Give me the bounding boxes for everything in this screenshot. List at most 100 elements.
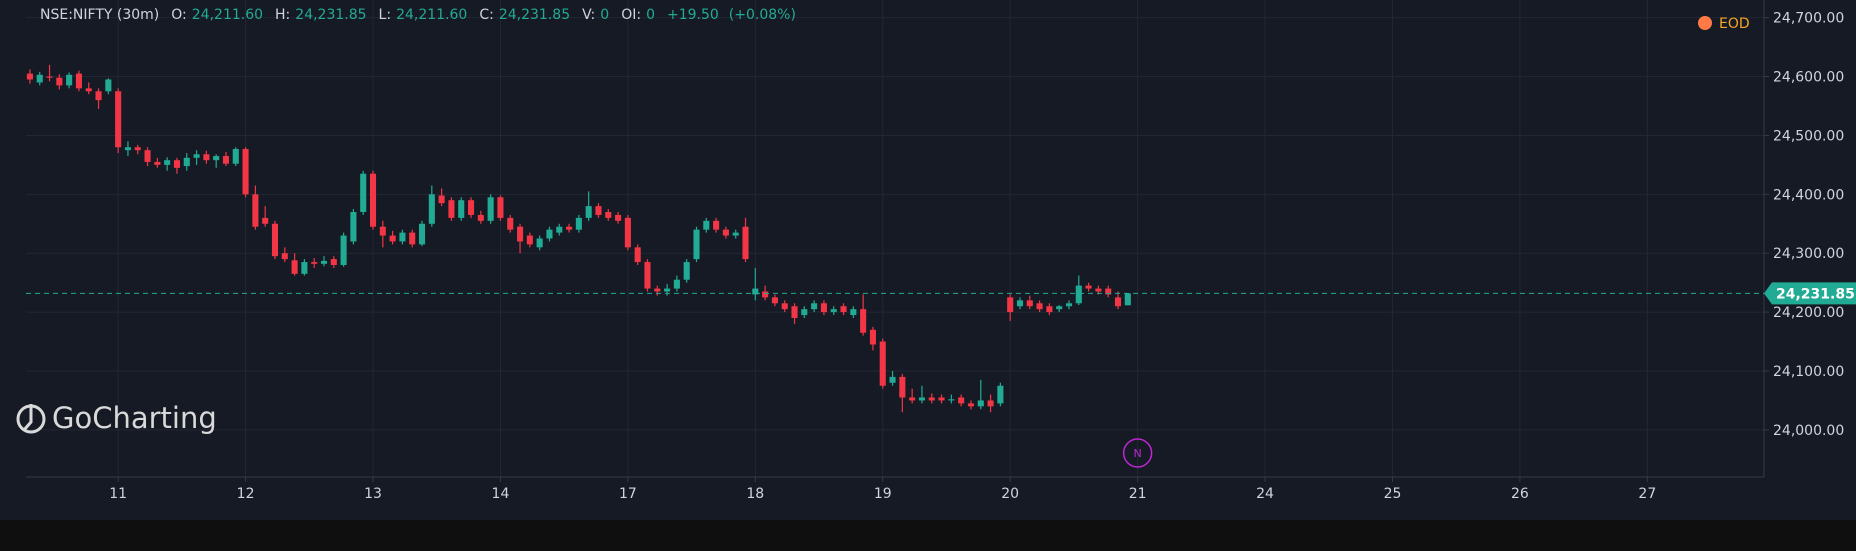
candle-body — [232, 148, 239, 164]
y-tick-label: 24,100.00 — [1773, 364, 1844, 380]
candle-body — [291, 260, 298, 274]
y-tick-label: 24,300.00 — [1773, 246, 1844, 262]
x-tick-label: 19 — [874, 486, 892, 502]
event-marker-label: N — [1133, 447, 1141, 460]
candle-body — [36, 74, 43, 83]
candle-body — [615, 214, 622, 221]
y-tick-label: 24,200.00 — [1773, 305, 1844, 321]
field-key: O: — [171, 7, 187, 23]
candle-body — [1124, 293, 1131, 306]
candle-body — [517, 226, 524, 242]
candle-body — [213, 156, 220, 161]
x-tick-label: 13 — [364, 486, 382, 502]
candle-body — [595, 206, 602, 215]
x-tick-label: 20 — [1001, 486, 1019, 502]
brand-icon-mark — [22, 404, 33, 431]
candle-body — [536, 238, 543, 248]
candle-body — [575, 217, 582, 230]
candle-body — [281, 253, 288, 260]
candle-body — [242, 148, 249, 195]
candle-body — [330, 259, 337, 265]
candle-body — [752, 288, 759, 295]
candle-body — [46, 76, 53, 78]
candle-body — [928, 397, 935, 401]
candle-body — [193, 154, 200, 158]
candle-body — [997, 385, 1004, 404]
candle-body — [1085, 285, 1092, 289]
candle-body — [840, 306, 847, 313]
candle-body — [1075, 285, 1082, 304]
candle-body — [262, 217, 269, 224]
candle-body — [860, 309, 867, 333]
axis-labels: 24,000.00 24,100.00 24,200.00 24,300.00 24,4… — [109, 11, 1844, 502]
candle-body — [850, 309, 857, 316]
candle-body — [732, 232, 739, 236]
field-value: 24,211.60 — [396, 7, 467, 23]
candle-body — [1095, 288, 1102, 292]
candle-body — [1007, 297, 1014, 313]
field-key: L: — [379, 7, 392, 23]
price-label: 24,231.85 — [1776, 286, 1855, 302]
candle-body — [458, 200, 465, 218]
eod-label: EOD — [1719, 16, 1750, 32]
candle-body — [115, 91, 122, 148]
bottom-bar — [0, 520, 1856, 551]
candle-body — [144, 150, 151, 162]
field-value: 24,231.85 — [295, 7, 366, 23]
candle-body — [173, 160, 180, 168]
candle-body — [1065, 303, 1073, 307]
candle-body — [948, 399, 955, 401]
candle-body — [389, 235, 396, 242]
candle-body — [634, 247, 641, 263]
brand-name: GoCharting — [52, 401, 217, 435]
candle-body — [222, 156, 230, 164]
y-tick-label: 24,600.00 — [1773, 70, 1844, 86]
candle-body — [683, 262, 690, 280]
event-marker — [1122, 438, 1153, 468]
candle-body — [134, 147, 141, 151]
candle-body — [977, 400, 984, 407]
candle-body — [654, 288, 661, 292]
candle-body — [605, 212, 612, 218]
candle-body — [693, 229, 700, 260]
candle-body — [320, 260, 328, 264]
candle-body — [801, 309, 808, 316]
candle-body — [507, 217, 514, 230]
candle-body — [899, 376, 906, 398]
candle-body — [909, 397, 916, 401]
candle-body — [585, 206, 592, 218]
candle-body — [340, 235, 347, 265]
candle-body — [418, 223, 426, 245]
y-tick-label: 24,000.00 — [1773, 423, 1844, 439]
x-tick-label: 18 — [746, 486, 764, 502]
candle-body — [1105, 288, 1112, 295]
field-value: 24,231.85 — [499, 7, 570, 23]
field-key: C: — [479, 7, 494, 23]
x-tick-label: 17 — [619, 486, 637, 502]
candle-body — [360, 173, 367, 212]
candle-body — [811, 303, 818, 310]
y-tick-label: 24,500.00 — [1773, 128, 1844, 144]
x-tick-label: 11 — [109, 486, 127, 502]
candle-body — [781, 303, 788, 310]
candle-body — [399, 232, 406, 242]
field-key: V: — [582, 7, 595, 23]
candle-body — [771, 297, 778, 304]
candle-body — [1046, 306, 1053, 313]
candle-body — [1114, 297, 1122, 307]
candle-body — [938, 397, 945, 401]
candle-body — [830, 309, 837, 313]
candle-body — [1036, 303, 1043, 310]
ohlc-header: NSE:NIFTY (30m) O: 24,211.60 H: 24,231.85 L: 2… — [40, 7, 796, 23]
candle-body — [95, 91, 102, 101]
candle-body — [958, 397, 965, 404]
price-label-box — [1764, 282, 1856, 305]
candle-body — [271, 223, 279, 257]
candle-body — [820, 303, 827, 313]
candle-body — [438, 195, 445, 204]
field-key: H: — [275, 7, 290, 23]
x-tick-label: 24 — [1256, 486, 1274, 502]
candle-body — [624, 217, 631, 248]
candle-body — [75, 73, 82, 89]
candle-body — [448, 200, 455, 218]
